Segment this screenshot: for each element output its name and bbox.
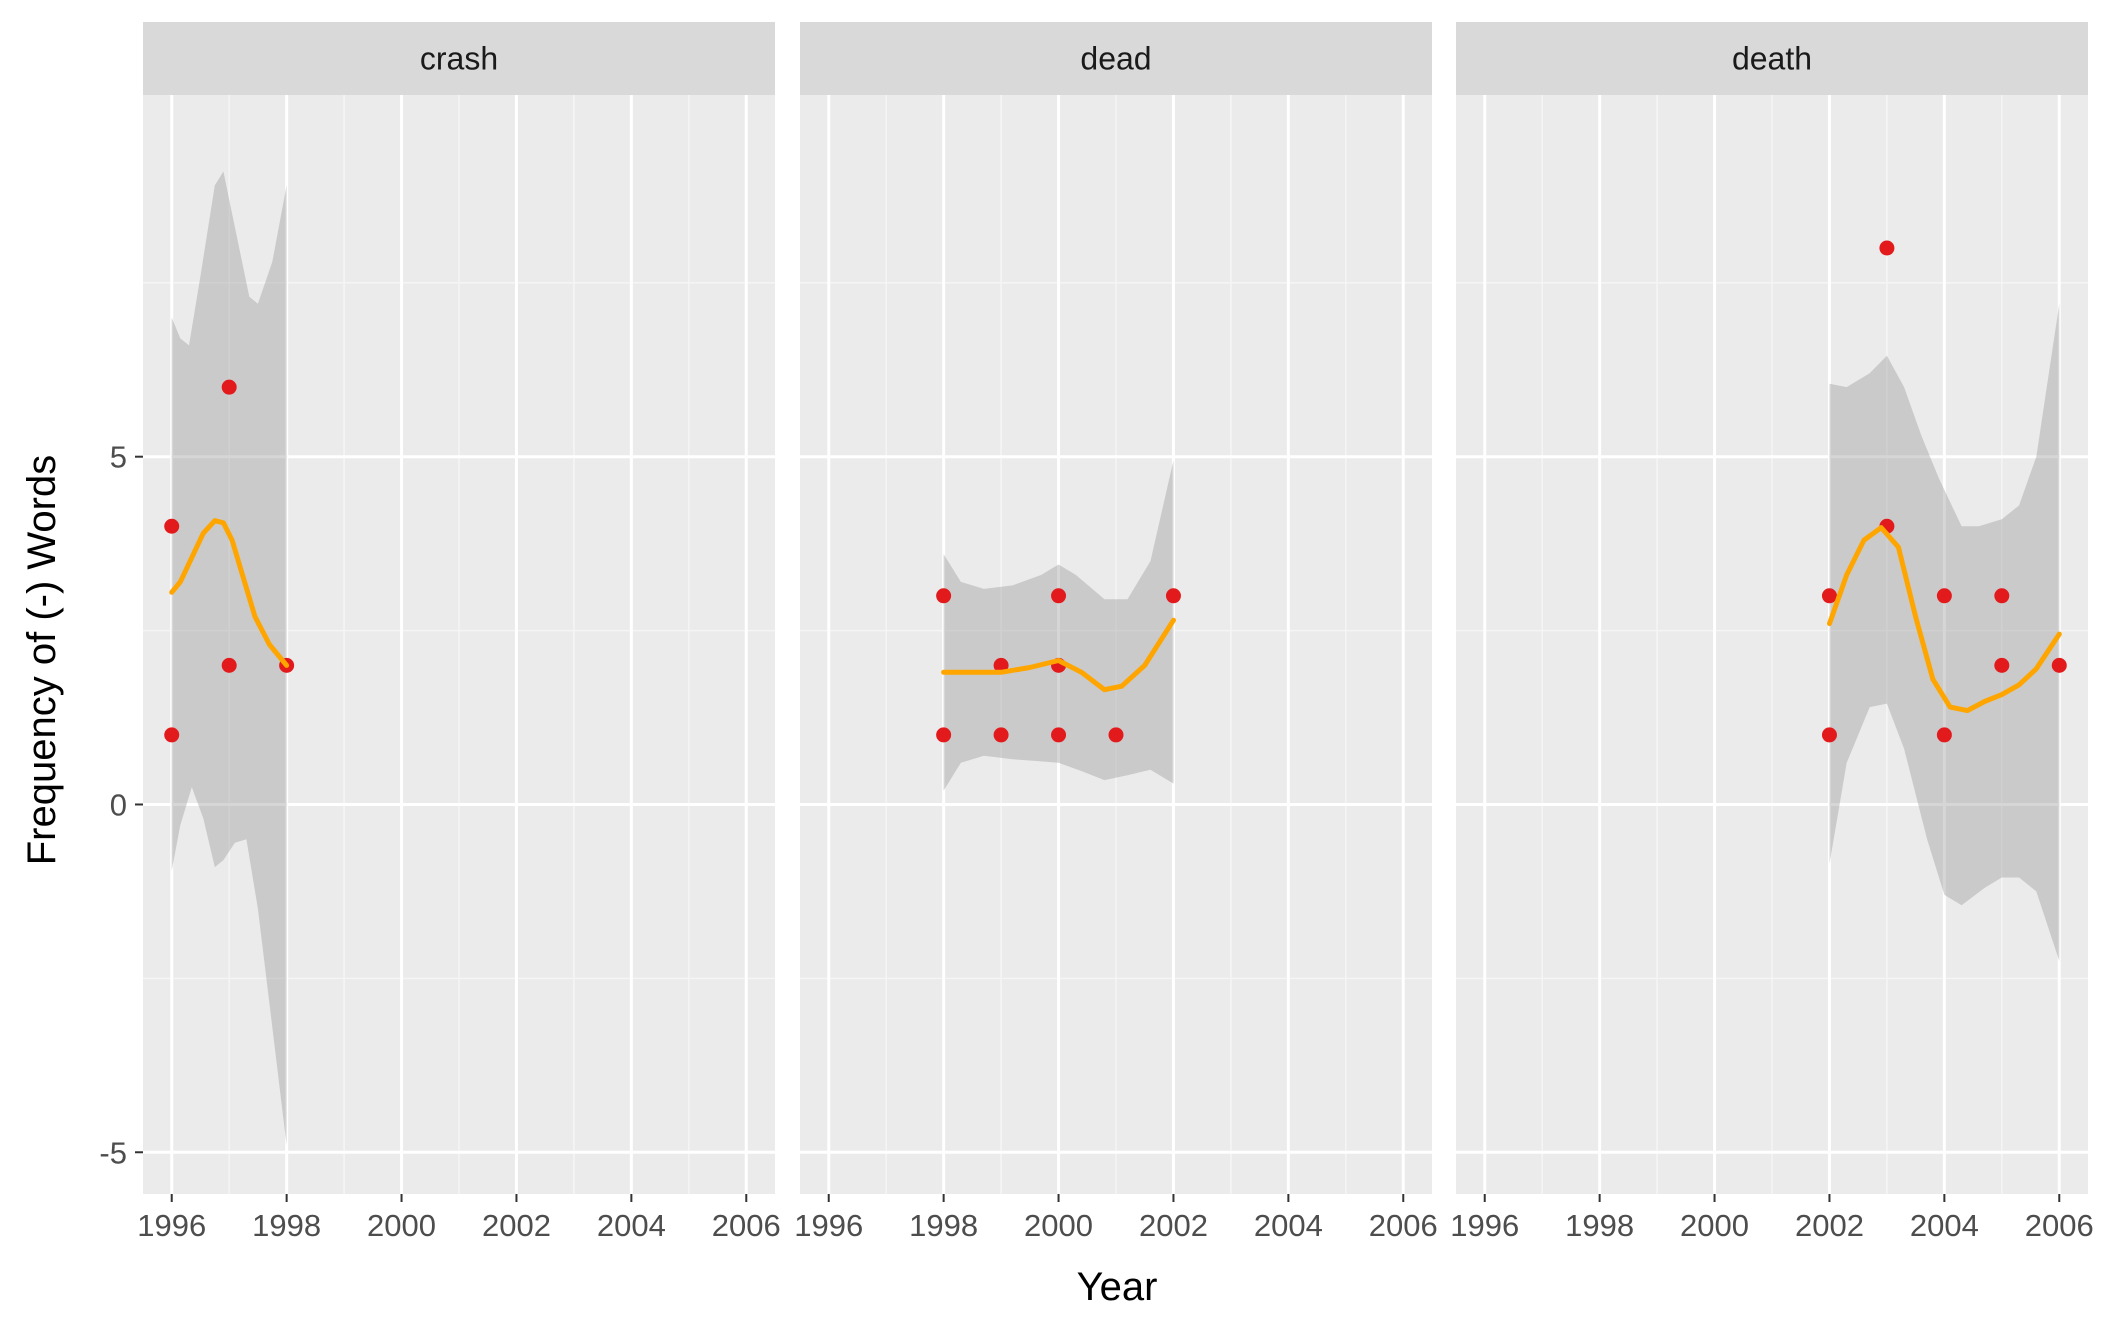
data-point <box>221 657 237 673</box>
x-tick-label: 2004 <box>1254 1208 1323 1243</box>
data-point <box>1108 727 1124 743</box>
strip-background <box>143 22 775 95</box>
data-point <box>1051 727 1067 743</box>
panels-layer: crash 1996 1998 2000 2002 2004 2006 -5 0 5 dead 199… <box>99 22 2094 1243</box>
y-tick-label: -5 <box>99 1135 127 1170</box>
x-tick-label: 2006 <box>1369 1208 1438 1243</box>
data-point <box>1879 240 1895 256</box>
data-point <box>1936 588 1952 604</box>
confidence-ribbon <box>1829 303 2060 961</box>
smooth-line <box>169 518 290 668</box>
strip-label: death <box>1732 41 1812 77</box>
x-tick-label: 2004 <box>1910 1208 1979 1243</box>
y-axis-title: Frequency of (-) Words <box>20 455 64 866</box>
x-tick-label: 2006 <box>712 1208 781 1243</box>
data-point <box>1994 657 2010 673</box>
panel-crash: crash 1996 1998 2000 2002 2004 2006 -5 0 5 <box>99 22 781 1243</box>
x-axis-title: Year <box>1077 1265 1158 1309</box>
data-point <box>936 727 952 743</box>
data-point <box>993 727 1009 743</box>
x-tick-label: 1996 <box>137 1208 206 1243</box>
data-point <box>1936 727 1952 743</box>
y-tick-label: 5 <box>110 440 127 475</box>
x-tick-label: 2002 <box>1139 1208 1208 1243</box>
data-point <box>2051 657 2067 673</box>
strip-background <box>800 22 1432 95</box>
x-tick-label: 2000 <box>1024 1208 1093 1243</box>
panel-dead: dead 1996 1998 2000 2002 2004 2006 <box>794 22 1438 1243</box>
x-tick-label: 2002 <box>482 1208 551 1243</box>
panel-death: death 1996 1998 2000 2002 2004 2006 <box>1450 22 2094 1243</box>
data-point <box>164 518 180 534</box>
data-point <box>1051 588 1067 604</box>
x-tick-label: 2000 <box>1680 1208 1749 1243</box>
x-tick-label: 2000 <box>367 1208 436 1243</box>
x-tick-label: 1996 <box>794 1208 863 1243</box>
data-point <box>993 657 1009 673</box>
x-tick-label: 2006 <box>2025 1208 2094 1243</box>
data-point <box>164 727 180 743</box>
data-point <box>936 588 952 604</box>
y-tick-label: 0 <box>110 787 127 822</box>
x-tick-label: 1996 <box>1450 1208 1519 1243</box>
x-tick-label: 1998 <box>252 1208 321 1243</box>
x-tick-label: 1998 <box>909 1208 978 1243</box>
smooth-line <box>941 617 1176 693</box>
data-point <box>1821 727 1837 743</box>
smooth-line <box>1827 525 2062 714</box>
x-tick-label: 2004 <box>597 1208 666 1243</box>
confidence-ribbon <box>943 460 1174 791</box>
strip-label: dead <box>1080 41 1151 77</box>
strip-label: crash <box>420 41 498 77</box>
strip-background <box>1456 22 2088 95</box>
x-tick-label: 1998 <box>1565 1208 1634 1243</box>
data-point <box>1994 588 2010 604</box>
data-point <box>1165 588 1181 604</box>
data-point <box>1821 588 1837 604</box>
x-tick-label: 2002 <box>1795 1208 1864 1243</box>
data-point <box>221 379 237 395</box>
